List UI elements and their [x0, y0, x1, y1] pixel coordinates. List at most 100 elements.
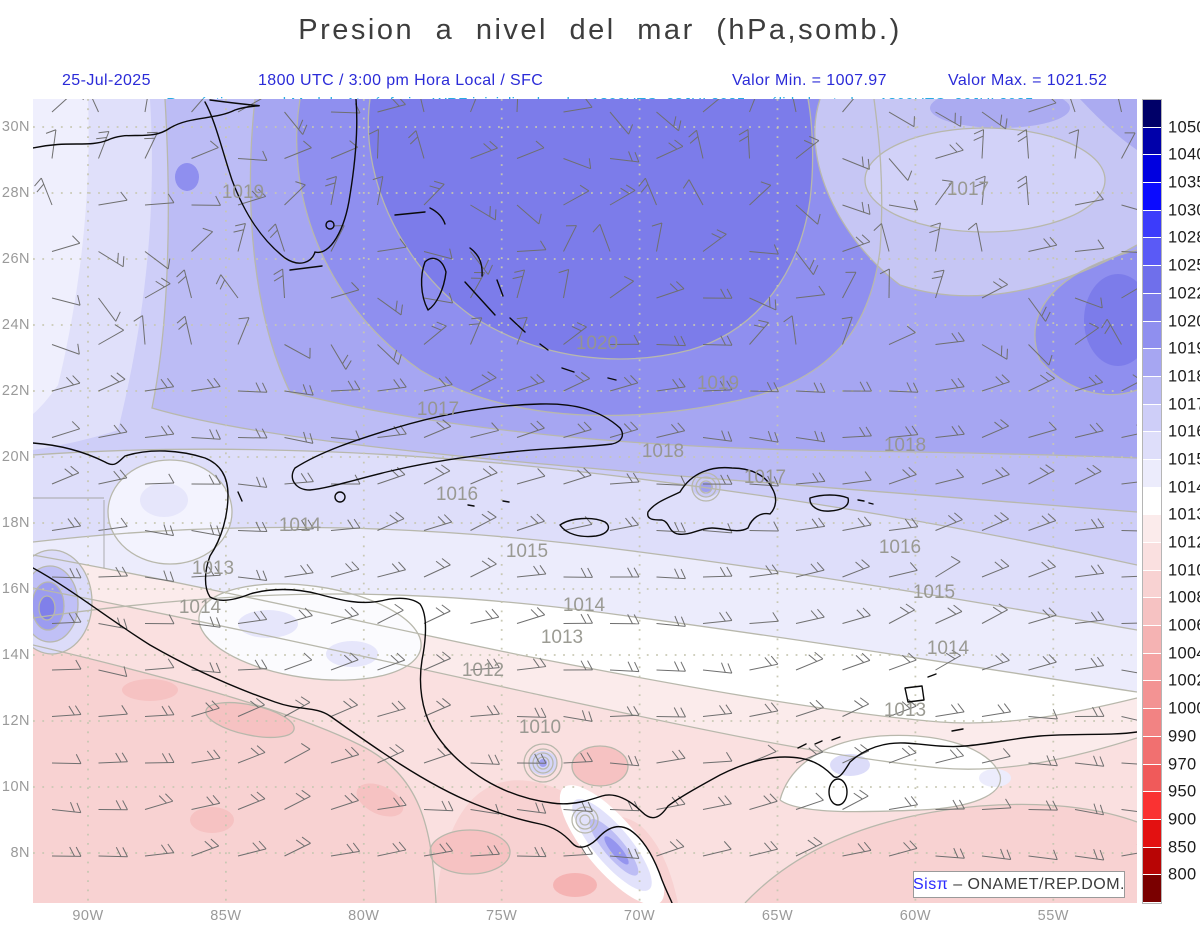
isobar-label-1014: 1014 [563, 595, 606, 616]
lon-label-90W: 90W [72, 908, 104, 924]
lat-label-14N: 14N [1, 647, 30, 663]
colorbar-label-1002: 1002 [1168, 671, 1200, 690]
valid-time: 1800 UTC / 3:00 pm Hora Local / SFC [258, 72, 544, 89]
lon-label-65W: 65W [761, 908, 794, 924]
colorbar-segment [1143, 100, 1161, 128]
lat-label-18N: 18N [1, 515, 30, 531]
colorbar-label-1019: 1019 [1168, 339, 1200, 358]
lat-label-30N: 30N [1, 119, 30, 135]
colorbar-segment [1143, 238, 1161, 267]
colorbar-segment [1143, 875, 1161, 903]
lat-label-16N: 16N [1, 581, 30, 597]
colorbar-segment [1143, 487, 1161, 516]
colorbar-label-1013: 1013 [1168, 505, 1200, 524]
colorbar-label-970: 970 [1168, 755, 1197, 774]
isobar-label-1012: 1012 [462, 660, 504, 681]
isobar-label-1018: 1018 [884, 435, 926, 456]
colorbar-label-1004: 1004 [1168, 644, 1200, 663]
wind-barbs [34, 99, 1137, 861]
colorbar-label-1010: 1010 [1168, 561, 1200, 580]
isobar-labels: 1019 1017 1020 1019 1017 1018 1018 1017 1016 1014… [179, 179, 989, 738]
colorbar-label-1018: 1018 [1168, 367, 1200, 386]
colorbar-segment [1143, 515, 1161, 544]
isobar-label-1016: 1016 [436, 484, 478, 505]
lat-label-10N: 10N [1, 779, 30, 795]
colorbar-label-800: 800 [1168, 865, 1197, 884]
isobar-label-1017: 1017 [947, 179, 989, 200]
colorbar-label-990: 990 [1168, 727, 1197, 746]
lat-label-20N: 20N [1, 449, 30, 465]
attribution-text: – ONAMET/REP.DOM. [948, 875, 1125, 893]
colorbar-label-1015: 1015 [1168, 450, 1200, 469]
lon-label-75W: 75W [486, 908, 518, 924]
colorbar-label-1040: 1040 [1168, 145, 1200, 164]
lat-label-28N: 28N [1, 185, 30, 201]
colorbar-segment [1143, 764, 1161, 793]
isobar-contours [33, 99, 1137, 903]
value-max: Valor Max. = 1021.52 [948, 72, 1108, 89]
isobar-label-1015: 1015 [506, 541, 548, 562]
isobar-label-1017: 1017 [744, 467, 786, 488]
colorbar-segment [1143, 543, 1161, 571]
colorbar-label-1050: 1050 [1168, 118, 1200, 137]
colorbar-label-950: 950 [1168, 782, 1197, 801]
isobar-label-1014: 1014 [179, 597, 222, 618]
isobar-label-1015: 1015 [913, 582, 955, 603]
colorbar-segment [1143, 819, 1161, 848]
colorbar-segment [1143, 709, 1161, 737]
isobar-label-1014: 1014 [279, 515, 322, 536]
colorbar-segment [1143, 127, 1161, 156]
lon-label-85W: 85W [210, 908, 242, 924]
isobar-label-1017: 1017 [417, 399, 459, 420]
isobar-label-1016: 1016 [879, 537, 921, 558]
colorbar-label-1022: 1022 [1168, 284, 1200, 303]
colorbar-segment [1143, 681, 1161, 710]
attribution-box: Sisπ – ONAMET/REP.DOM. [913, 871, 1125, 898]
isobar-label-1010: 1010 [519, 717, 561, 738]
lon-label-60W: 60W [899, 908, 932, 924]
colorbar-label-1028: 1028 [1168, 228, 1200, 247]
colorbar-segment [1143, 321, 1161, 350]
lat-label-26N: 26N [1, 251, 30, 267]
lat-label-22N: 22N [1, 383, 30, 399]
coastlines [33, 99, 1137, 903]
isobar-label-1020: 1020 [576, 333, 618, 354]
isobar-label-1019: 1019 [697, 373, 739, 394]
colorbar-segment [1143, 736, 1161, 765]
colorbar-segment [1143, 847, 1161, 876]
pressure-anomalies [33, 460, 1011, 903]
isobar-label-1013: 1013 [541, 627, 583, 648]
colorbar-label-1017: 1017 [1168, 395, 1200, 414]
isobar-label-1013: 1013 [192, 558, 234, 579]
valid-date: 25-Jul-2025 [62, 72, 151, 89]
page-title: Presion a nivel del mar (hPa,somb.) [298, 14, 902, 46]
isobar-label-1014: 1014 [927, 638, 970, 659]
lat-label-8N: 8N [10, 845, 30, 861]
lon-label-80W: 80W [348, 908, 380, 924]
colorbar-label-1014: 1014 [1168, 478, 1200, 497]
colorbar-label-900: 900 [1168, 810, 1197, 829]
lat-label-24N: 24N [1, 317, 30, 333]
colorbar-label-1035: 1035 [1168, 173, 1200, 192]
colorbar-label-1025: 1025 [1168, 256, 1200, 275]
colorbar-label-1016: 1016 [1168, 422, 1200, 441]
colorbar-label-1000: 1000 [1168, 699, 1200, 718]
colorbar-segment [1143, 183, 1161, 211]
colorbar-segment [1143, 653, 1161, 682]
country-borders [33, 497, 105, 568]
colorbar-label-1012: 1012 [1168, 533, 1200, 552]
colorbar-segment [1143, 598, 1161, 627]
isobar-label-1019: 1019 [222, 182, 264, 203]
colorbar-label-1008: 1008 [1168, 588, 1200, 607]
colorbar-segment [1143, 792, 1161, 820]
colorbar-segment [1143, 459, 1161, 488]
colorbar-segment [1143, 376, 1161, 405]
colorbar-segment [1143, 570, 1161, 599]
colorbar-segment [1143, 626, 1161, 654]
colorbar-label-850: 850 [1168, 838, 1197, 857]
colorbar-segment [1143, 210, 1161, 239]
isobar-label-1018: 1018 [642, 441, 684, 462]
lon-label-70W: 70W [623, 908, 656, 924]
